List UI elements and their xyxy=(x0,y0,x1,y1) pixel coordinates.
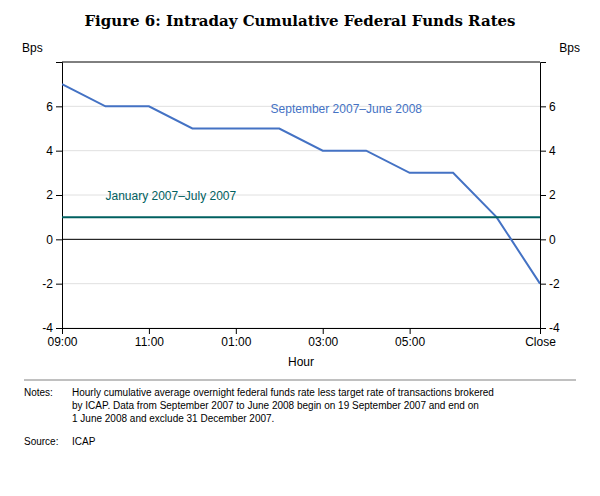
tick: 2 xyxy=(46,188,62,202)
tick-label: 6 xyxy=(549,100,556,114)
plot: 09:0011:0001:0003:0005:00Close-4-20246-4… xyxy=(42,62,560,349)
tick: 0 xyxy=(46,233,62,247)
annotation: September 2007–June 2008 xyxy=(271,102,423,116)
tick: -4 xyxy=(540,321,560,335)
tick-mark xyxy=(540,328,546,329)
tick: 4 xyxy=(540,144,556,158)
tick: 05:00 xyxy=(395,328,425,349)
tick: 6 xyxy=(46,100,62,114)
chart: 09:0011:0001:0003:0005:00Close-4-20246-4… xyxy=(0,0,600,496)
tick-mark xyxy=(149,328,150,334)
tick: 2 xyxy=(540,188,556,202)
tick-mark xyxy=(540,195,546,196)
tick-label: 0 xyxy=(46,233,53,247)
annotation: January 2007–July 2007 xyxy=(105,189,236,203)
tick: 4 xyxy=(46,144,62,158)
tick-mark xyxy=(540,239,546,240)
tick-label: 05:00 xyxy=(395,335,425,349)
separator xyxy=(24,380,576,381)
tick-mark xyxy=(56,284,62,285)
grid-line xyxy=(62,239,540,240)
y-axis-label: Bps xyxy=(22,41,43,55)
tick-mark xyxy=(236,328,237,334)
line xyxy=(62,216,540,218)
tick-label: 6 xyxy=(46,100,53,114)
tick-mark xyxy=(540,106,546,107)
source-label: Source: xyxy=(24,436,58,447)
grid-line xyxy=(62,150,540,151)
tick-label: -2 xyxy=(42,277,53,291)
tick: -2 xyxy=(42,277,62,291)
tick-label: 01:00 xyxy=(221,335,251,349)
x-axis: 09:00 11:00 01:00 03:00 05:00 Close xyxy=(47,328,556,349)
source: ICAP xyxy=(72,436,96,447)
tick-label: 0 xyxy=(549,233,556,247)
grid-line xyxy=(62,283,540,284)
tick: 03:00 xyxy=(308,328,338,349)
tick: 6 xyxy=(540,100,556,114)
axis-line xyxy=(541,63,547,329)
y2-axis-label: Bps xyxy=(559,41,580,55)
tick-label: Close xyxy=(525,335,556,349)
tick-mark xyxy=(323,328,324,334)
notes-label: Notes: xyxy=(24,387,53,398)
tick-mark xyxy=(56,106,62,107)
tick-mark xyxy=(410,328,411,334)
tick-label: 09:00 xyxy=(47,335,77,349)
tick: -2 xyxy=(540,277,560,291)
tick-label: 03:00 xyxy=(308,335,338,349)
tick-label: -4 xyxy=(42,321,53,335)
notes: Hourly cumulative average overnight fede… xyxy=(72,387,494,424)
tick-mark xyxy=(540,151,546,152)
tick-mark xyxy=(56,239,62,240)
tick: -4 xyxy=(42,321,62,335)
tick: 0 xyxy=(540,233,556,247)
lines xyxy=(62,84,540,284)
axis-line xyxy=(56,63,63,329)
y-axis: -4 -2 0 2 4 6 xyxy=(42,63,62,336)
tick-mark xyxy=(56,151,62,152)
tick-mark xyxy=(540,284,546,285)
tick-label: 2 xyxy=(46,188,53,202)
tick: 11:00 xyxy=(135,328,164,349)
tick-label: -2 xyxy=(549,277,560,291)
tick-label: -4 xyxy=(549,321,560,335)
tick: 01:00 xyxy=(221,328,251,349)
tick-label: 4 xyxy=(549,144,556,158)
frame-top xyxy=(62,62,540,63)
tick-label: 2 xyxy=(549,188,556,202)
x-axis-label: Hour xyxy=(288,355,314,369)
tick-mark xyxy=(56,328,62,329)
axis-line xyxy=(63,329,541,335)
title: Figure 6: Intraday Cumulative Federal Fu… xyxy=(84,12,515,30)
line xyxy=(62,84,540,284)
tick-mark xyxy=(56,195,62,196)
y2-axis: -4 -2 0 2 4 6 xyxy=(540,63,560,336)
tick-label: 4 xyxy=(46,144,53,158)
tick-label: 11:00 xyxy=(135,335,164,349)
zero-line xyxy=(62,239,540,240)
